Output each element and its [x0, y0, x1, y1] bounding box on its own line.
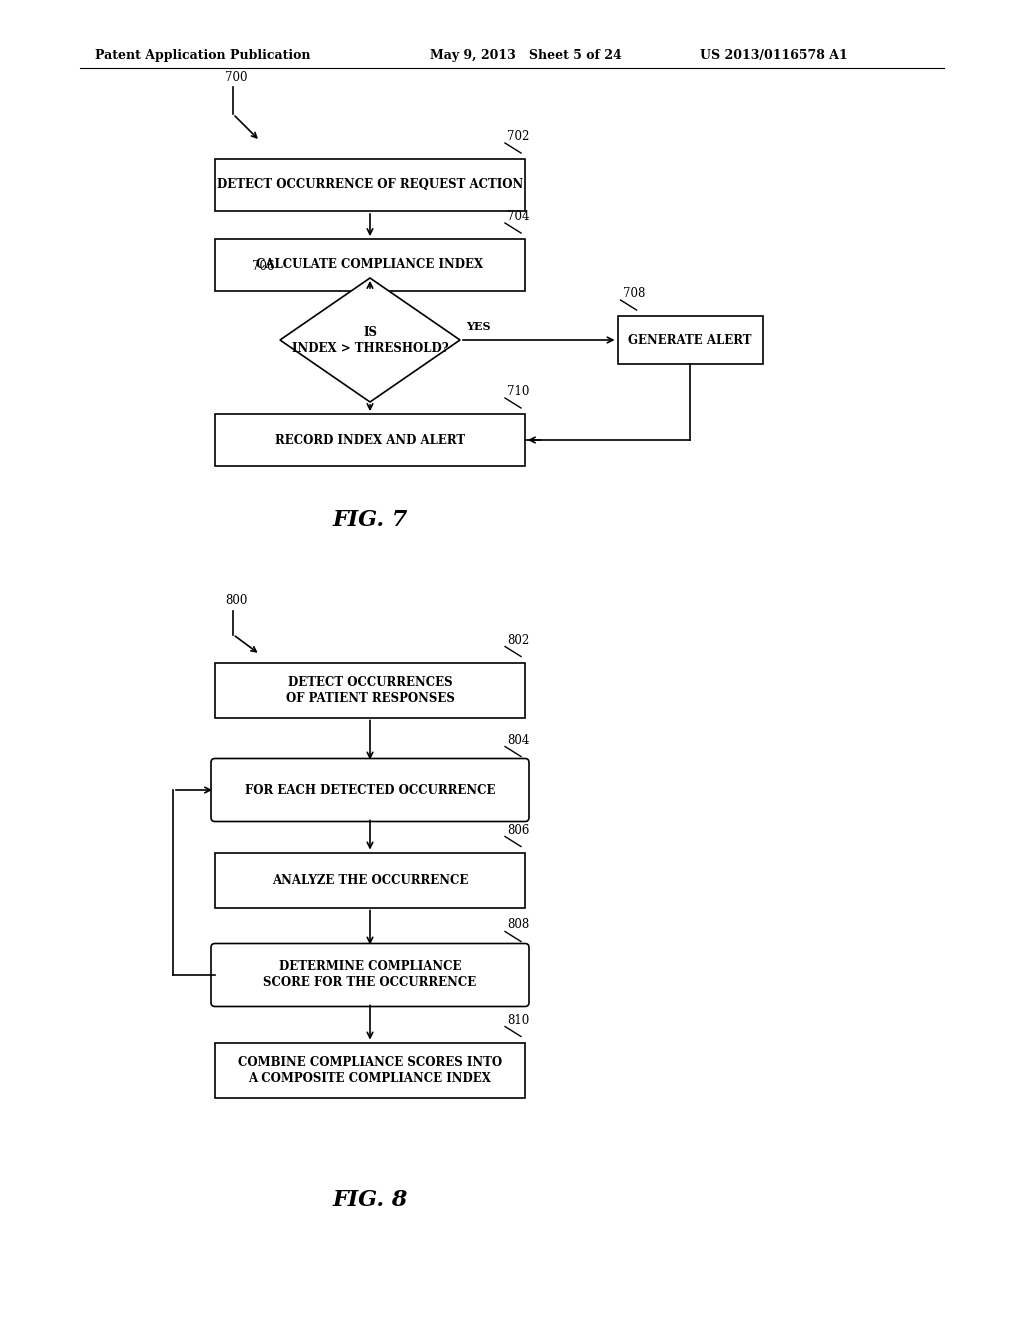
Text: 702: 702	[507, 129, 529, 143]
Polygon shape	[280, 279, 460, 403]
Text: FIG. 7: FIG. 7	[333, 510, 408, 531]
Text: CALCULATE COMPLIANCE INDEX: CALCULATE COMPLIANCE INDEX	[256, 259, 483, 272]
Text: FOR EACH DETECTED OCCURRENCE: FOR EACH DETECTED OCCURRENCE	[245, 784, 496, 796]
Text: YES: YES	[466, 321, 490, 331]
Text: 802: 802	[507, 634, 529, 647]
Text: 710: 710	[507, 385, 529, 399]
Bar	[215, 663, 525, 718]
Text: 804: 804	[507, 734, 529, 747]
FancyBboxPatch shape	[211, 944, 529, 1006]
Text: 806: 806	[507, 824, 529, 837]
Text: 800: 800	[225, 594, 248, 607]
Text: 706: 706	[252, 260, 274, 273]
Text: 808: 808	[507, 919, 529, 932]
Text: 708: 708	[623, 286, 645, 300]
Bar	[215, 414, 525, 466]
Text: US 2013/0116578 A1: US 2013/0116578 A1	[700, 49, 848, 62]
Bar	[215, 239, 525, 290]
Bar	[215, 158, 525, 211]
Text: NO: NO	[345, 416, 365, 426]
Text: DETECT OCCURRENCE OF REQUEST ACTION: DETECT OCCURRENCE OF REQUEST ACTION	[217, 178, 523, 191]
Text: 700: 700	[225, 71, 248, 84]
FancyBboxPatch shape	[211, 759, 529, 821]
Text: RECORD INDEX AND ALERT: RECORD INDEX AND ALERT	[274, 433, 465, 446]
Text: DETERMINE COMPLIANCE
SCORE FOR THE OCCURRENCE: DETERMINE COMPLIANCE SCORE FOR THE OCCUR…	[263, 961, 476, 990]
Text: Patent Application Publication: Patent Application Publication	[95, 49, 310, 62]
Text: FIG. 8: FIG. 8	[333, 1189, 408, 1210]
Text: ANALYZE THE OCCURRENCE: ANALYZE THE OCCURRENCE	[271, 874, 468, 887]
Text: 704: 704	[507, 210, 529, 223]
Text: GENERATE ALERT: GENERATE ALERT	[629, 334, 752, 346]
Text: COMBINE COMPLIANCE SCORES INTO
A COMPOSITE COMPLIANCE INDEX: COMBINE COMPLIANCE SCORES INTO A COMPOSI…	[238, 1056, 502, 1085]
Text: 810: 810	[507, 1014, 529, 1027]
Bar	[617, 315, 763, 364]
Bar	[215, 853, 525, 908]
Bar	[215, 1043, 525, 1097]
Text: May 9, 2013   Sheet 5 of 24: May 9, 2013 Sheet 5 of 24	[430, 49, 622, 62]
Text: IS
INDEX > THRESHOLD?: IS INDEX > THRESHOLD?	[292, 326, 449, 355]
Text: DETECT OCCURRENCES
OF PATIENT RESPONSES: DETECT OCCURRENCES OF PATIENT RESPONSES	[286, 676, 455, 705]
